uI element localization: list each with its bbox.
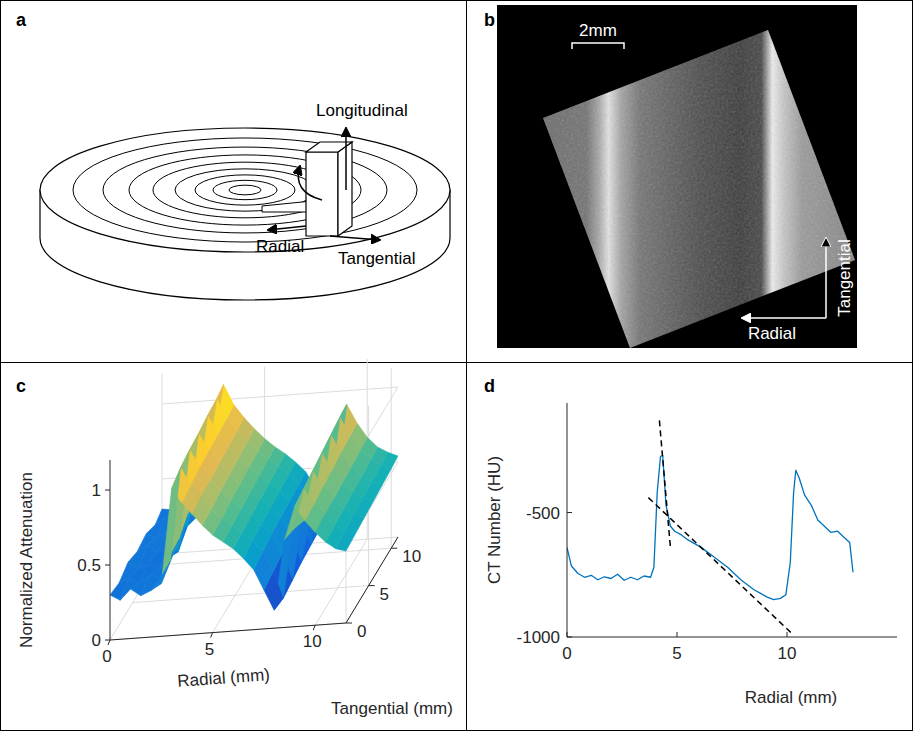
axis-title: CT Number (HU) <box>485 456 504 584</box>
surface <box>110 385 398 611</box>
ct-slice <box>543 30 855 348</box>
plot-lines <box>567 420 853 633</box>
tick <box>391 548 397 549</box>
axis-title: Normalized Attenuation <box>17 472 36 648</box>
tick <box>567 632 568 637</box>
tick <box>787 632 788 637</box>
grid <box>110 359 398 640</box>
disc-top <box>40 128 450 252</box>
tick <box>105 640 110 641</box>
block-side <box>338 142 352 236</box>
growth-ring <box>195 175 295 205</box>
axes: 0 5 10 -1000 -500 <box>517 403 897 663</box>
label-longitudinal: Longitudinal <box>316 101 408 120</box>
tick-label: -500 <box>526 504 560 523</box>
tick-label: 5 <box>205 640 214 659</box>
tick-label: 0 <box>357 622 366 641</box>
axis-title: Tangential (mm) <box>331 699 453 718</box>
profile-line <box>567 455 853 599</box>
tick <box>313 625 315 630</box>
panel-letter: a <box>16 10 27 30</box>
panel-letter: d <box>484 376 495 396</box>
arrow-curved <box>298 166 322 200</box>
tick <box>105 490 110 491</box>
panel-letter: c <box>16 376 26 396</box>
fit-line <box>659 420 670 547</box>
tick-label: 1 <box>92 481 101 500</box>
grid-line <box>346 537 398 623</box>
tick <box>677 632 678 637</box>
fit-line <box>648 498 791 633</box>
tick-label: -1000 <box>517 628 560 647</box>
scale-bar <box>572 43 624 49</box>
arrow-tangential <box>825 238 827 318</box>
axis-title: Radial (mm) <box>177 665 271 691</box>
y-axis <box>346 537 398 623</box>
frame <box>1 1 913 731</box>
panel-b: b 2mm Radial Tangential <box>484 5 857 348</box>
divider <box>466 0 467 731</box>
tick <box>211 633 213 638</box>
panel-c: c0510051000.51Radial (mm)Tangential (mm)… <box>16 359 453 718</box>
tick-label: 0 <box>92 631 101 650</box>
block-top <box>306 142 352 152</box>
tick <box>108 640 110 645</box>
tick-label: 0 <box>562 644 571 663</box>
ct-grain <box>543 30 855 348</box>
arrow-radial <box>742 317 826 319</box>
label-radial: Radial <box>748 324 796 343</box>
label-tangential: Tangential <box>835 239 854 317</box>
axes: 0510051000.51 <box>77 460 421 666</box>
x-axis <box>567 637 897 638</box>
label-tangential: Tangential <box>338 249 416 268</box>
tick-label: 0.5 <box>77 556 101 575</box>
image-background <box>497 5 857 348</box>
label-radial: Radial <box>256 237 304 256</box>
slice <box>262 201 312 212</box>
arrow-radial <box>268 226 306 230</box>
growth-ring <box>213 180 277 199</box>
arrow-tangential <box>330 236 380 240</box>
scale-bar-label: 2mm <box>579 21 617 40</box>
grid-line <box>162 387 398 404</box>
grid-line <box>133 586 369 603</box>
tick-label: 0 <box>102 647 111 666</box>
tick <box>105 565 110 566</box>
tick-label: 5 <box>380 585 389 604</box>
z-axis <box>110 460 111 640</box>
surface-cell <box>284 489 303 541</box>
growth-ring <box>229 185 261 195</box>
y-axis <box>567 403 568 637</box>
tick <box>567 512 572 513</box>
tick-label: 5 <box>672 644 681 663</box>
panel-letter: b <box>484 10 495 30</box>
tick-label: 10 <box>402 547 421 566</box>
surface-cell <box>161 468 180 584</box>
tick-label: 10 <box>778 644 797 663</box>
divider <box>0 362 913 363</box>
panel-a: a Longitudinal Radial Tangential <box>16 10 450 300</box>
tick <box>346 623 352 624</box>
tick-label: 10 <box>303 632 322 651</box>
figure: a Longitudinal Radial Tangential b 2mm Radial T… <box>0 0 913 731</box>
block-front <box>306 152 338 236</box>
growth-ring <box>175 169 315 211</box>
growth-ring <box>73 138 417 242</box>
surface-cell <box>110 578 129 600</box>
panel-d: d 0 5 10 -1000 -500 Radial (mm) CT Number (HU) <box>484 376 897 707</box>
tick <box>567 637 572 638</box>
axis-title: Radial (mm) <box>745 688 838 707</box>
arrow-longitudinal <box>345 128 347 190</box>
tick <box>369 585 375 586</box>
